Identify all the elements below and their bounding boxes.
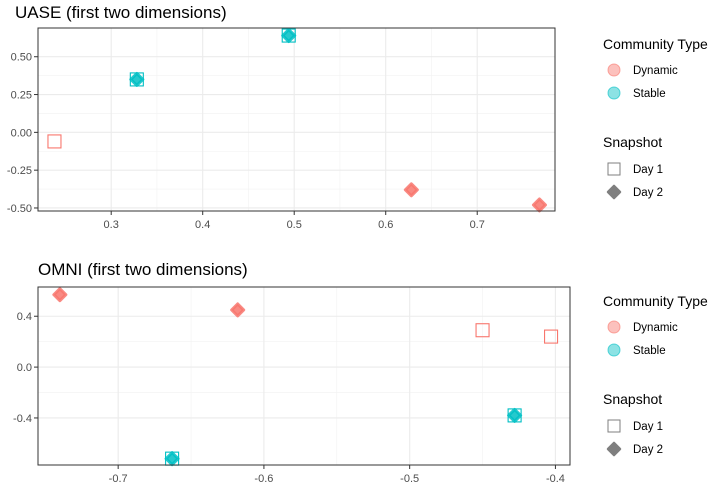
legend-key-stable xyxy=(607,86,621,100)
plot-background xyxy=(38,28,555,211)
y-tick-label: 0.4 xyxy=(17,311,32,323)
x-tick-label: -0.4 xyxy=(546,473,565,485)
plot-border xyxy=(37,286,571,466)
point-stable-day2 xyxy=(507,407,523,423)
chart-title: UASE (first two dimensions) xyxy=(15,3,227,22)
legend: Community Type Dynamic Stable Snapshot Day 1… xyxy=(603,36,708,200)
legend-label-day2: Day 2 xyxy=(633,187,663,199)
y-tick-label: -0.25 xyxy=(7,165,32,177)
point-dynamic-day1 xyxy=(475,323,490,338)
legend-label-day2: Day 2 xyxy=(633,444,663,456)
legend-key-day1 xyxy=(607,419,621,433)
x-tick-label: 0.5 xyxy=(287,219,302,231)
point-dynamic-day2 xyxy=(230,302,246,318)
chart-title: OMNI (first two dimensions) xyxy=(38,260,248,279)
legend-key-day2 xyxy=(606,441,622,457)
legend-label-day1: Day 1 xyxy=(633,421,663,433)
plot-border xyxy=(37,27,556,212)
legend-label-dynamic: Dynamic xyxy=(633,65,678,77)
legend-label-stable: Stable xyxy=(633,345,666,357)
legend-title-community: Community Type xyxy=(603,36,708,52)
x-tick-label: 0.6 xyxy=(378,219,393,231)
point-stable-day2 xyxy=(129,71,145,87)
legend-key-stable xyxy=(607,343,621,357)
x-tick-label: 0.4 xyxy=(195,219,210,231)
x-tick-label: -0.7 xyxy=(109,473,128,485)
legend-label-stable: Stable xyxy=(633,88,666,100)
x-tick-label: 0.3 xyxy=(104,219,119,231)
legend-key-dynamic xyxy=(607,320,621,334)
y-tick-label: -0.4 xyxy=(13,413,32,425)
legend-label-day1: Day 1 xyxy=(633,164,663,176)
y-tick-label: 0.25 xyxy=(11,90,32,102)
legend-title-community: Community Type xyxy=(603,293,708,309)
chart-panel-2: OMNI (first two dimensions) -0.7 -0.6 -0.5 -… xyxy=(13,260,708,485)
y-tick-label: -0.50 xyxy=(7,203,32,215)
point-dynamic-day1 xyxy=(47,134,62,149)
legend-key-day2 xyxy=(606,184,622,200)
legend-key-dynamic xyxy=(607,63,621,77)
legend-key-day1 xyxy=(607,162,621,176)
legend-label-dynamic: Dynamic xyxy=(633,322,678,334)
x-tick-label: 0.7 xyxy=(470,219,485,231)
point-dynamic-day1 xyxy=(544,329,559,344)
y-tick-label: 0.00 xyxy=(11,127,32,139)
x-tick-label: -0.6 xyxy=(254,473,273,485)
y-tick-label: 0.0 xyxy=(17,362,32,374)
chart-panel-1: UASE (first two dimensions) 0.3 0.4 0.5 0.6 0… xyxy=(7,3,708,231)
y-tick-label: 0.50 xyxy=(11,52,32,64)
legend-title-snapshot: Snapshot xyxy=(603,391,662,407)
point-dynamic-day2 xyxy=(403,182,419,198)
legend: Community Type Dynamic Stable Snapshot Day 1… xyxy=(603,293,708,457)
point-dynamic-day2 xyxy=(52,287,68,303)
point-stable-day2 xyxy=(281,28,297,44)
legend-title-snapshot: Snapshot xyxy=(603,134,662,150)
x-tick-label: -0.5 xyxy=(400,473,419,485)
